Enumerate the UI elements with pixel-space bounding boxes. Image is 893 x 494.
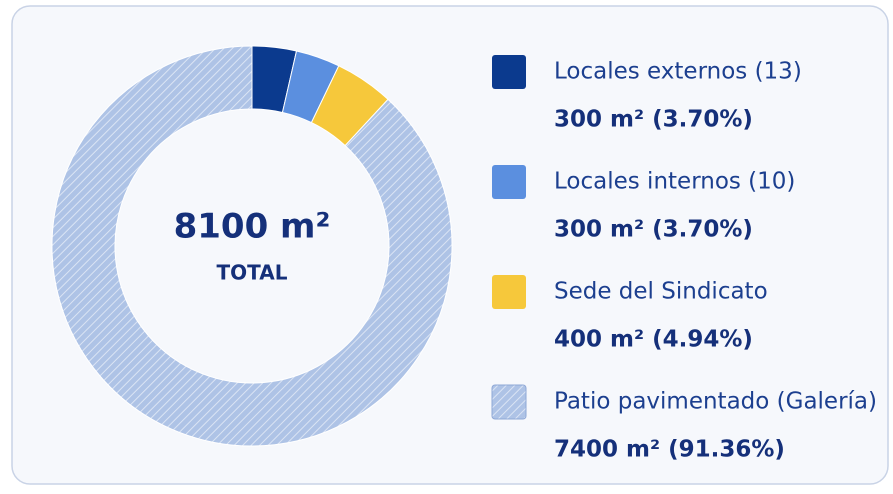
legend-swatch [492, 275, 526, 309]
value-label: 400 m² (4.94%) [554, 327, 753, 353]
legend-hatch [491, 384, 527, 420]
legend: Locales externos (13) 300 m² (3.70%) Local… [491, 55, 877, 463]
value-label: 300 m² (3.70%) [554, 217, 753, 243]
legend-label: Sede del Sindicato [554, 279, 768, 305]
legend-label: Locales externos (13) [554, 59, 802, 85]
legend-label: Locales internos (10) [554, 169, 795, 195]
center-sublabel: TOTAL [217, 261, 288, 285]
legend-label: Patio pavimentado (Galería) [554, 389, 877, 415]
center-label: 8100 m² [174, 207, 331, 247]
donut [51, 45, 453, 447]
legend-swatch [492, 55, 526, 89]
hatch-overlay [51, 46, 452, 446]
value-label: 7400 m² (91.36%) [554, 437, 785, 463]
legend-swatch [492, 165, 526, 199]
value-label: 300 m² (3.70%) [554, 107, 753, 133]
